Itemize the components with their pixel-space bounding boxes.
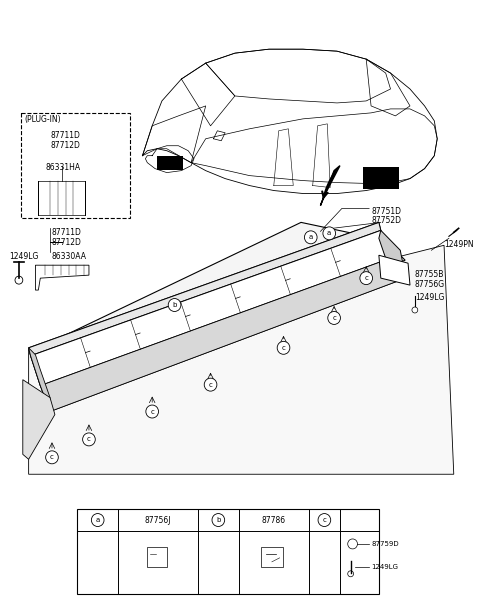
Text: c: c xyxy=(150,408,154,415)
Text: c: c xyxy=(323,517,326,523)
Circle shape xyxy=(83,433,95,446)
Text: 87756G: 87756G xyxy=(415,280,445,289)
Polygon shape xyxy=(40,258,400,411)
Polygon shape xyxy=(29,245,454,474)
Text: c: c xyxy=(364,275,368,281)
FancyBboxPatch shape xyxy=(261,547,283,567)
Circle shape xyxy=(304,231,317,244)
Polygon shape xyxy=(31,231,391,386)
Text: 87759D: 87759D xyxy=(371,541,399,547)
Circle shape xyxy=(91,514,104,526)
Polygon shape xyxy=(23,379,55,459)
Text: 87712D: 87712D xyxy=(52,239,82,247)
Polygon shape xyxy=(379,231,405,275)
Text: c: c xyxy=(209,382,213,387)
Circle shape xyxy=(360,272,372,285)
Circle shape xyxy=(277,341,290,354)
Circle shape xyxy=(212,514,225,526)
Circle shape xyxy=(328,311,340,325)
Circle shape xyxy=(412,307,418,313)
Circle shape xyxy=(168,298,181,311)
Polygon shape xyxy=(321,165,340,205)
Text: 87751D: 87751D xyxy=(371,207,401,216)
Text: 1249LG: 1249LG xyxy=(371,564,398,570)
Text: 87711D: 87711D xyxy=(52,228,82,237)
Text: a: a xyxy=(327,231,331,236)
Circle shape xyxy=(323,227,336,240)
Text: 1249PN: 1249PN xyxy=(444,240,474,249)
Circle shape xyxy=(146,405,158,418)
Polygon shape xyxy=(36,265,89,290)
Text: 86331HA: 86331HA xyxy=(45,162,80,172)
Circle shape xyxy=(15,276,23,284)
Text: c: c xyxy=(332,315,336,321)
Text: 87756J: 87756J xyxy=(145,515,171,525)
FancyBboxPatch shape xyxy=(77,509,379,593)
Text: b: b xyxy=(172,302,177,308)
Text: 1249LG: 1249LG xyxy=(415,293,444,302)
Text: 87786: 87786 xyxy=(262,515,286,525)
Text: 87755B: 87755B xyxy=(415,270,444,279)
Text: c: c xyxy=(87,437,91,442)
Text: 1249LG: 1249LG xyxy=(9,252,38,261)
FancyBboxPatch shape xyxy=(38,181,85,215)
Circle shape xyxy=(348,539,358,549)
Text: (PLUG-IN): (PLUG-IN) xyxy=(25,115,61,124)
FancyBboxPatch shape xyxy=(147,547,167,567)
Polygon shape xyxy=(40,258,400,411)
Text: a: a xyxy=(96,517,100,523)
Text: a: a xyxy=(309,234,313,240)
Text: 87711D: 87711D xyxy=(50,131,80,140)
Text: 86330AA: 86330AA xyxy=(52,252,87,261)
Polygon shape xyxy=(29,348,50,411)
Polygon shape xyxy=(31,223,405,368)
Text: c: c xyxy=(50,454,54,460)
Circle shape xyxy=(318,514,331,526)
Circle shape xyxy=(46,451,58,464)
Text: 87752D: 87752D xyxy=(371,216,401,226)
Text: b: b xyxy=(216,517,220,523)
Polygon shape xyxy=(29,223,381,356)
Polygon shape xyxy=(31,231,391,386)
Polygon shape xyxy=(29,223,381,356)
Text: c: c xyxy=(282,345,286,351)
Circle shape xyxy=(204,378,217,391)
Polygon shape xyxy=(379,255,410,285)
Text: 87712D: 87712D xyxy=(50,141,80,150)
Circle shape xyxy=(348,571,354,577)
